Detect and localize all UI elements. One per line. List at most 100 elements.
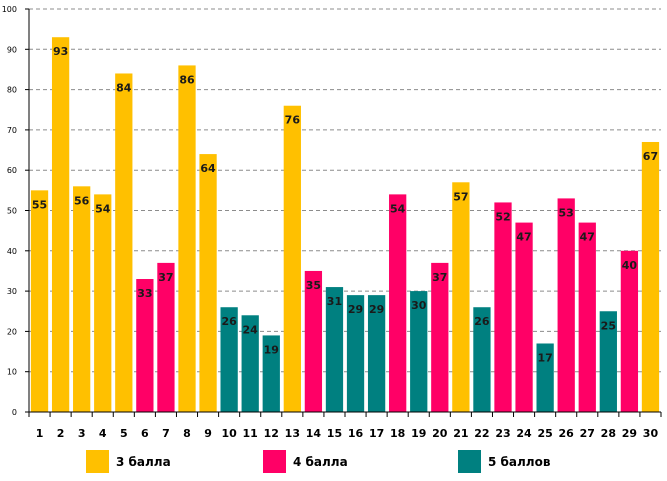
y-axis-ticks: 0 10 20 30 40 50 60 70 80 90 100 bbox=[2, 5, 17, 417]
bar bbox=[262, 335, 280, 412]
x-tick-label: 17 bbox=[369, 427, 384, 440]
bar bbox=[494, 202, 512, 412]
x-tick-label: 3 bbox=[78, 427, 86, 440]
bar bbox=[73, 186, 91, 412]
gridlines bbox=[29, 8, 661, 373]
x-tick-label: 10 bbox=[221, 427, 237, 440]
data-labels: 55 93 56 54 84 33 37 86 64 26 24 19 76 35 31 29 29 54 30 37… bbox=[32, 45, 658, 364]
bar bbox=[157, 262, 175, 412]
x-tick-label: 1 bbox=[36, 427, 44, 440]
x-tick-label: 7 bbox=[162, 427, 170, 440]
y-tick-label: 0 bbox=[12, 408, 17, 417]
y-tick-label: 30 bbox=[7, 287, 17, 296]
x-tick-label: 13 bbox=[285, 427, 300, 440]
bar bbox=[199, 154, 217, 412]
legend-swatch bbox=[263, 450, 286, 473]
x-tick-label: 9 bbox=[204, 427, 212, 440]
data-label: 26 bbox=[474, 315, 490, 328]
bar bbox=[304, 270, 323, 412]
bar bbox=[220, 307, 238, 412]
bar bbox=[136, 279, 154, 412]
bar bbox=[452, 182, 470, 412]
x-tick-label: 16 bbox=[348, 427, 364, 440]
x-axis-ticks: 1 2 3 4 5 6 7 8 9 10 11 12 13 14 15 16 17 18 19 20 21 22 23 24 2… bbox=[36, 427, 659, 440]
axes bbox=[25, 8, 662, 417]
data-label: 35 bbox=[306, 279, 321, 292]
x-tick-label: 15 bbox=[327, 427, 342, 440]
y-tick-label: 90 bbox=[7, 45, 17, 54]
data-label: 84 bbox=[116, 81, 132, 94]
x-tick-label: 25 bbox=[537, 427, 552, 440]
y-tick-label: 10 bbox=[7, 368, 17, 377]
x-tick-label: 27 bbox=[580, 427, 595, 440]
data-label: 40 bbox=[622, 259, 638, 272]
x-tick-label: 21 bbox=[453, 427, 468, 440]
bar bbox=[431, 262, 449, 412]
x-tick-label: 19 bbox=[411, 427, 426, 440]
data-label: 29 bbox=[348, 303, 363, 316]
bar bbox=[473, 307, 491, 412]
data-label: 93 bbox=[53, 45, 68, 58]
data-label: 64 bbox=[200, 162, 216, 175]
x-tick-label: 29 bbox=[622, 427, 637, 440]
x-tick-label: 2 bbox=[57, 427, 65, 440]
bar bbox=[178, 65, 196, 413]
legend: 3 балла 4 балла 5 баллов bbox=[86, 450, 551, 473]
data-label: 37 bbox=[158, 271, 173, 284]
data-label: 55 bbox=[32, 198, 47, 211]
bar bbox=[515, 222, 533, 412]
bar bbox=[346, 295, 365, 412]
data-label: 17 bbox=[537, 351, 552, 364]
data-label: 67 bbox=[643, 150, 658, 163]
bar bbox=[410, 291, 428, 412]
y-tick-label: 80 bbox=[7, 86, 17, 95]
legend-label: 4 балла bbox=[293, 455, 348, 469]
legend-label: 5 баллов bbox=[488, 455, 551, 469]
x-tick-label: 11 bbox=[243, 427, 258, 440]
bar bbox=[578, 222, 596, 412]
data-label: 76 bbox=[285, 114, 301, 127]
x-tick-label: 18 bbox=[390, 427, 405, 440]
x-tick-label: 5 bbox=[120, 427, 128, 440]
x-tick-label: 8 bbox=[183, 427, 191, 440]
data-label: 25 bbox=[601, 319, 616, 332]
data-label: 86 bbox=[179, 73, 195, 86]
bar bbox=[283, 105, 301, 412]
data-label: 29 bbox=[369, 303, 384, 316]
legend-swatch bbox=[86, 450, 109, 473]
data-label: 37 bbox=[432, 271, 447, 284]
x-tick-label: 26 bbox=[559, 427, 575, 440]
x-tick-label: 12 bbox=[264, 427, 279, 440]
y-tick-label: 70 bbox=[7, 126, 17, 135]
bar bbox=[367, 295, 386, 412]
data-label: 54 bbox=[390, 202, 406, 215]
data-label: 26 bbox=[221, 315, 237, 328]
x-tick-label: 23 bbox=[495, 427, 510, 440]
data-label: 24 bbox=[243, 323, 259, 336]
y-tick-label: 100 bbox=[2, 5, 17, 14]
bar bbox=[620, 250, 639, 412]
bar bbox=[536, 343, 554, 412]
data-label: 47 bbox=[516, 231, 531, 244]
data-label: 30 bbox=[411, 299, 427, 312]
y-tick-label: 20 bbox=[7, 327, 17, 336]
data-label: 54 bbox=[95, 202, 111, 215]
x-tick-label: 4 bbox=[99, 427, 107, 440]
data-label: 53 bbox=[559, 206, 574, 219]
data-label: 31 bbox=[327, 295, 342, 308]
x-tick-label: 20 bbox=[432, 427, 448, 440]
data-label: 56 bbox=[74, 194, 90, 207]
legend-label: 3 балла bbox=[116, 455, 171, 469]
data-label: 47 bbox=[580, 231, 595, 244]
bar bbox=[30, 190, 49, 412]
y-tick-label: 50 bbox=[7, 207, 17, 216]
x-tick-label: 30 bbox=[643, 427, 659, 440]
bar bbox=[94, 194, 112, 412]
data-label: 57 bbox=[453, 190, 468, 203]
y-tick-label: 60 bbox=[7, 166, 17, 175]
data-label: 19 bbox=[264, 343, 279, 356]
bar bbox=[641, 141, 660, 413]
x-tick-label: 14 bbox=[306, 427, 322, 440]
x-tick-label: 28 bbox=[601, 427, 616, 440]
